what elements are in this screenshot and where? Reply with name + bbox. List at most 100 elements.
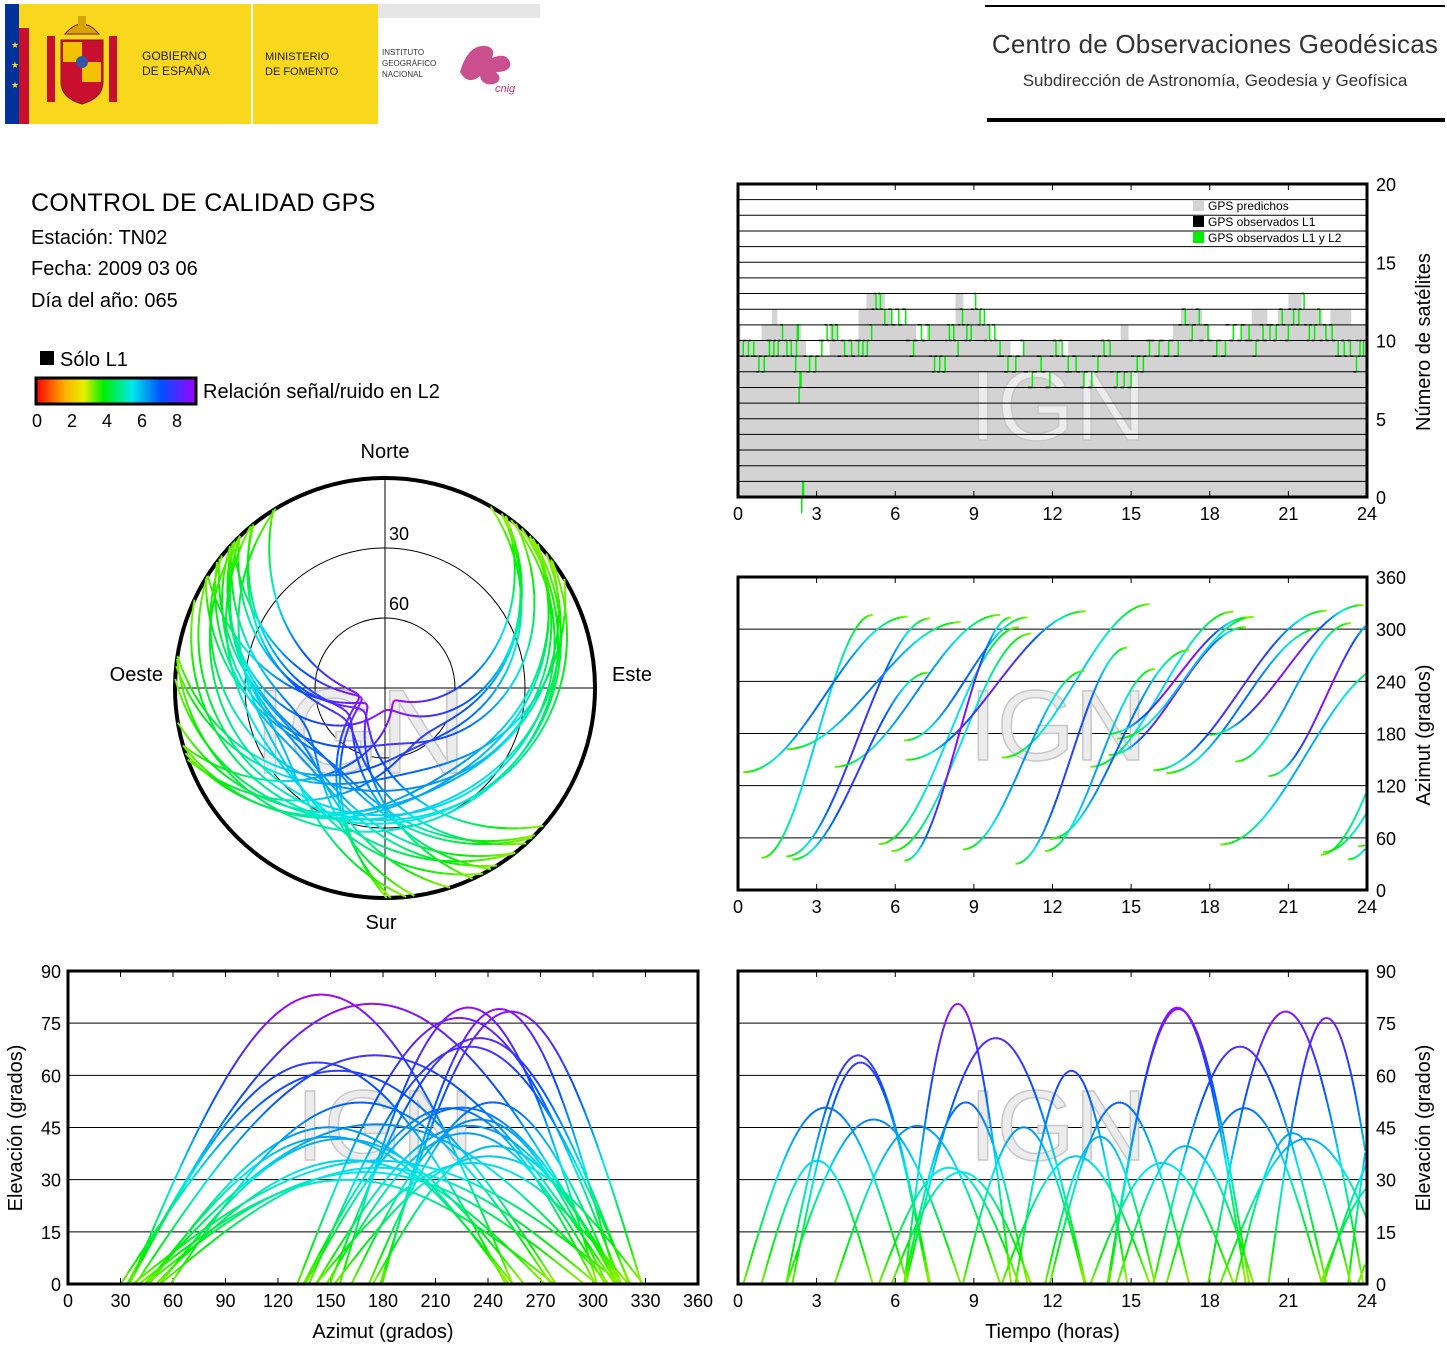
sky-track-segment bbox=[176, 655, 184, 670]
azimuth-track-segment bbox=[1082, 796, 1087, 802]
azimuth-track-segment bbox=[986, 828, 991, 833]
azimuth-track-segment bbox=[1119, 615, 1124, 620]
sky-track-segment bbox=[271, 763, 282, 769]
sky-track-segment bbox=[349, 836, 356, 847]
sky-track-segment bbox=[480, 700, 488, 708]
sky-track-segment bbox=[553, 693, 559, 705]
elev-az-track-segment bbox=[429, 1030, 435, 1039]
sky-track-segment bbox=[300, 800, 310, 806]
sky-track-segment bbox=[263, 634, 270, 643]
azimuth-track-segment bbox=[898, 847, 902, 851]
azimuth-track-segment bbox=[1292, 688, 1296, 693]
sky-track-segment bbox=[310, 661, 317, 668]
elev-az-track-segment bbox=[434, 1187, 442, 1193]
elev-az-track-segment bbox=[256, 1025, 265, 1034]
sky-track-segment bbox=[399, 851, 408, 856]
azimuth-track-segment bbox=[977, 656, 982, 661]
sky-track-segment bbox=[220, 561, 228, 576]
sky-track-segment bbox=[333, 813, 342, 817]
sky-track-segment bbox=[261, 745, 270, 754]
sky-track-segment bbox=[458, 727, 466, 733]
azimuth-track-segment bbox=[908, 698, 913, 704]
sky-track-segment bbox=[271, 640, 278, 648]
azimuth-track-segment bbox=[1314, 734, 1319, 741]
azimuth-track-segment bbox=[1213, 631, 1217, 636]
sky-track-segment bbox=[465, 763, 472, 769]
sky-track-segment bbox=[411, 742, 416, 747]
azimuth-track-segment bbox=[924, 729, 928, 734]
sky-track-segment bbox=[414, 824, 422, 830]
sky-track-segment bbox=[265, 729, 270, 736]
elev-az-track-segment bbox=[355, 1211, 363, 1221]
sky-track-segment bbox=[511, 628, 518, 642]
azimuth-track-segment bbox=[1054, 836, 1058, 840]
sky-track-segment bbox=[353, 845, 360, 856]
sky-track-segment bbox=[302, 798, 312, 802]
azimuth-track-segment bbox=[1134, 731, 1139, 735]
sky-track-segment bbox=[370, 803, 378, 810]
sky-track-segment bbox=[268, 532, 271, 544]
sky-track-segment bbox=[215, 757, 225, 768]
azimuth-track-segment bbox=[1194, 651, 1199, 656]
sky-track-segment bbox=[541, 653, 546, 663]
azimuth-track-segment bbox=[1016, 636, 1021, 640]
sky-track-segment bbox=[260, 735, 266, 742]
azimuth-track-segment bbox=[1238, 719, 1243, 724]
elev-az-track-segment bbox=[311, 1163, 319, 1168]
azimuth-track-segment bbox=[1282, 785, 1288, 792]
elev-az-track-segment bbox=[529, 1155, 536, 1162]
sky-track-segment bbox=[202, 738, 211, 750]
sky-track-segment bbox=[235, 683, 240, 691]
sky-track-segment bbox=[431, 826, 442, 833]
sky-track-segment bbox=[275, 689, 281, 695]
azimuth-track-segment bbox=[976, 840, 980, 845]
sky-track-segment bbox=[285, 723, 290, 729]
sky-track-segment bbox=[185, 688, 193, 700]
sky-track-segment bbox=[299, 787, 304, 793]
sky-track-segment bbox=[245, 679, 250, 687]
sky-track-segment bbox=[270, 510, 275, 522]
azimuth-track-segment bbox=[1343, 654, 1347, 660]
elev-az-track-segment bbox=[386, 1121, 393, 1134]
sky-track-segment bbox=[357, 788, 365, 792]
azimuth-track-segment bbox=[1288, 695, 1293, 701]
azimuth-track-segment bbox=[939, 624, 944, 628]
azimuth-track-segment bbox=[913, 690, 919, 696]
azimuth-track-segment bbox=[878, 675, 884, 680]
azimuth-track-segment bbox=[810, 748, 815, 756]
azimuth-track-segment bbox=[983, 648, 988, 654]
azimuth-track-segment bbox=[835, 722, 840, 727]
elev-az-track-segment bbox=[440, 1191, 449, 1198]
sky-track-segment bbox=[307, 773, 317, 777]
azimuth-track-segment bbox=[934, 626, 938, 630]
y-tick-label: 120 bbox=[1376, 777, 1406, 797]
azimuth-track-segment bbox=[1004, 624, 1008, 629]
sky-track-segment bbox=[562, 615, 566, 628]
sky-track-segment bbox=[246, 547, 250, 559]
sky-track-segment bbox=[244, 592, 250, 603]
azimuth-track-segment bbox=[1160, 710, 1165, 715]
azimuth-track-segment bbox=[1207, 745, 1212, 750]
sky-track-segment bbox=[358, 818, 365, 825]
elev-az-track-segment bbox=[380, 1261, 386, 1271]
azimuth-track-segment bbox=[990, 633, 995, 638]
sky-track-segment bbox=[502, 651, 510, 663]
azimuth-track-segment bbox=[845, 763, 849, 767]
elev-az-track-segment bbox=[460, 1165, 469, 1181]
sky-track-segment bbox=[298, 667, 305, 673]
azimuth-track-segment bbox=[1294, 620, 1299, 625]
azimuth-track-segment bbox=[1181, 649, 1185, 653]
azimuth-track-segment bbox=[1199, 628, 1204, 633]
sky-track-segment bbox=[498, 732, 506, 739]
sky-track-segment bbox=[478, 662, 486, 671]
sky-track-segment bbox=[546, 593, 550, 605]
sky-track-segment bbox=[461, 770, 468, 776]
sky-track-segment bbox=[418, 784, 426, 788]
azimuth-track-segment bbox=[842, 767, 848, 775]
azimuth-track-segment bbox=[942, 709, 947, 714]
azimuth-track-segment bbox=[1123, 736, 1127, 739]
azimuth-track-segment bbox=[1268, 646, 1273, 652]
azimuth-track-segment bbox=[838, 719, 843, 724]
x-tick-label: 60 bbox=[163, 1291, 183, 1311]
azimuth-track-segment bbox=[1290, 691, 1294, 697]
